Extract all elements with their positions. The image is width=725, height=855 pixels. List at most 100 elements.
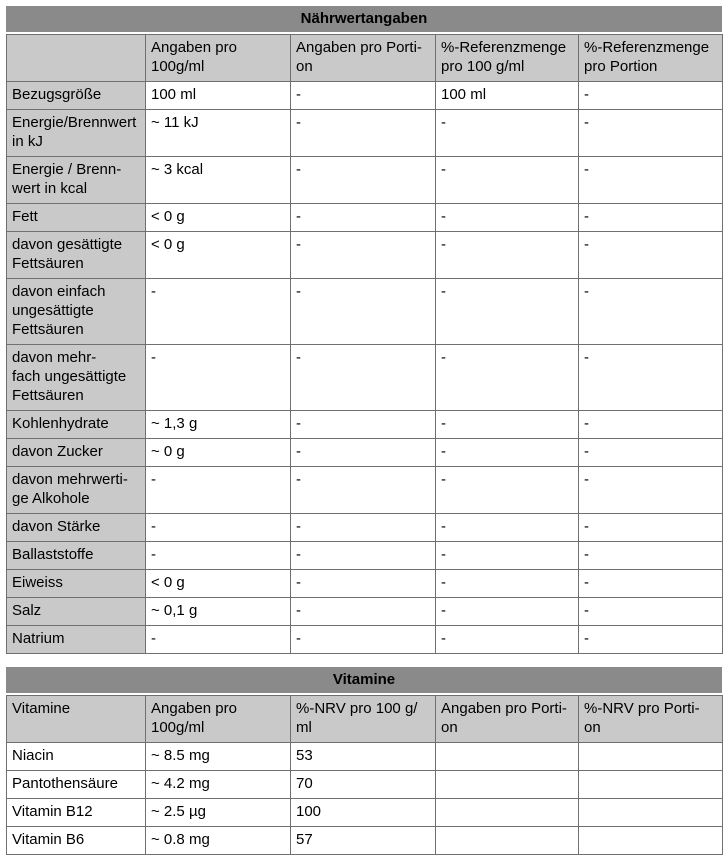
- cell-value: [578, 742, 723, 771]
- cell-value: -: [578, 81, 723, 110]
- cell-value: -: [145, 541, 291, 570]
- column-header: Vitamine: [6, 695, 146, 743]
- cell-value: 57: [290, 826, 436, 855]
- vitamins-section: Vitamine Vitamine Angaben pro 100g/ml %-NR…: [6, 667, 723, 855]
- cell-value: -: [145, 466, 291, 514]
- cell-value: -: [290, 541, 436, 570]
- row-label: Vitamin B6: [6, 826, 146, 855]
- cell-value: [578, 770, 723, 799]
- row-label: davon einfach ungesättigte Fettsäuren: [6, 278, 146, 345]
- row-label: Bezugsgröße: [6, 81, 146, 110]
- cell-value: 100: [290, 798, 436, 827]
- column-header: Angaben pro 100g/ml: [145, 695, 291, 743]
- column-header: Angaben pro Porti- on: [290, 34, 436, 82]
- cell-value: -: [578, 344, 723, 411]
- row-label: davon gesättigte Fettsäuren: [6, 231, 146, 279]
- cell-value: -: [435, 278, 579, 345]
- cell-value: -: [435, 109, 579, 157]
- table-row: davon Stärke - - - -: [6, 513, 723, 542]
- row-label: Ballaststoffe: [6, 541, 146, 570]
- nutrition-table-title: Nährwertangaben: [6, 6, 722, 32]
- cell-value: -: [290, 231, 436, 279]
- cell-value: < 0 g: [145, 569, 291, 598]
- cell-value: -: [435, 625, 579, 654]
- cell-value: -: [578, 438, 723, 467]
- cell-value: -: [435, 466, 579, 514]
- cell-value: -: [578, 156, 723, 204]
- cell-value: -: [290, 513, 436, 542]
- cell-value: 100 ml: [435, 81, 579, 110]
- cell-value: -: [578, 203, 723, 232]
- cell-value: < 0 g: [145, 231, 291, 279]
- cell-value: -: [145, 344, 291, 411]
- cell-value: -: [290, 109, 436, 157]
- row-label: Natrium: [6, 625, 146, 654]
- row-label: davon mehrwerti- ge Alkohole: [6, 466, 146, 514]
- vitamins-header-row: Vitamine Angaben pro 100g/ml %-NRV pro 100…: [6, 695, 723, 743]
- cell-value: -: [290, 597, 436, 626]
- cell-value: -: [290, 410, 436, 439]
- cell-value: [578, 826, 723, 855]
- cell-value: -: [145, 625, 291, 654]
- cell-value: -: [578, 410, 723, 439]
- column-header: %-Referenzmenge pro Portion: [578, 34, 723, 82]
- vitamins-table-title: Vitamine: [6, 667, 722, 693]
- cell-value: 100 ml: [145, 81, 291, 110]
- column-header: %-Referenzmenge pro 100 g/ml: [435, 34, 579, 82]
- cell-value: -: [578, 278, 723, 345]
- row-label: Vitamin B12: [6, 798, 146, 827]
- table-row: Ballaststoffe - - - -: [6, 541, 723, 570]
- nutrition-header-row: Angaben pro 100g/ml Angaben pro Porti- on…: [6, 34, 723, 82]
- cell-value: -: [290, 344, 436, 411]
- cell-value: -: [435, 344, 579, 411]
- table-row: Niacin ~ 8.5 mg 53: [6, 742, 723, 771]
- cell-value: [435, 826, 579, 855]
- cell-value: 70: [290, 770, 436, 799]
- cell-value: ~ 0 g: [145, 438, 291, 467]
- column-header: Angaben pro 100g/ml: [145, 34, 291, 82]
- cell-value: -: [578, 625, 723, 654]
- table-row: Vitamin B6 ~ 0.8 mg 57: [6, 826, 723, 855]
- cell-value: -: [290, 278, 436, 345]
- cell-value: ~ 11 kJ: [145, 109, 291, 157]
- cell-value: -: [435, 597, 579, 626]
- cell-value: [435, 770, 579, 799]
- cell-value: < 0 g: [145, 203, 291, 232]
- table-row: Salz ~ 0,1 g---: [6, 597, 723, 626]
- cell-value: -: [578, 541, 723, 570]
- cell-value: -: [435, 541, 579, 570]
- cell-value: ~ 4.2 mg: [145, 770, 291, 799]
- cell-value: -: [578, 513, 723, 542]
- cell-value: [435, 798, 579, 827]
- cell-value: -: [145, 278, 291, 345]
- row-label: davon mehr- fach ungesättigte Fettsäuren: [6, 344, 146, 411]
- column-header: Angaben pro Porti- on: [435, 695, 579, 743]
- table-row: Energie/Brennwert in kJ ~ 11 kJ - - -: [6, 109, 723, 157]
- cell-value: -: [578, 597, 723, 626]
- table-row: Pantothensäure ~ 4.2 mg 70: [6, 770, 723, 799]
- nutrition-section: Nährwertangaben Angaben pro 100g/ml Angab…: [6, 6, 723, 654]
- row-label: Pantothensäure: [6, 770, 146, 799]
- cell-value: ~ 3 kcal: [145, 156, 291, 204]
- table-row: Vitamin B12 ~ 2.5 µg 100: [6, 798, 723, 827]
- row-label: Niacin: [6, 742, 146, 771]
- cell-value: -: [290, 569, 436, 598]
- table-row: Bezugsgröße 100 ml -100 ml -: [6, 81, 723, 110]
- cell-value: -: [578, 569, 723, 598]
- row-label: Energie/Brennwert in kJ: [6, 109, 146, 157]
- row-label: davon Stärke: [6, 513, 146, 542]
- cell-value: [578, 798, 723, 827]
- cell-value: -: [435, 410, 579, 439]
- table-row: davon mehr- fach ungesättigte Fettsäuren…: [6, 344, 723, 411]
- cell-value: -: [145, 513, 291, 542]
- row-label: Eiweiss: [6, 569, 146, 598]
- cell-value: -: [578, 109, 723, 157]
- column-header: %-NRV pro 100 g/ ml: [290, 695, 436, 743]
- cell-value: -: [290, 203, 436, 232]
- table-row: davon gesättigte Fettsäuren < 0 g---: [6, 231, 723, 279]
- cell-value: -: [435, 156, 579, 204]
- table-row: davon einfach ungesättigte Fettsäuren - - -…: [6, 278, 723, 345]
- cell-value: ~ 1,3 g: [145, 410, 291, 439]
- cell-value: -: [435, 203, 579, 232]
